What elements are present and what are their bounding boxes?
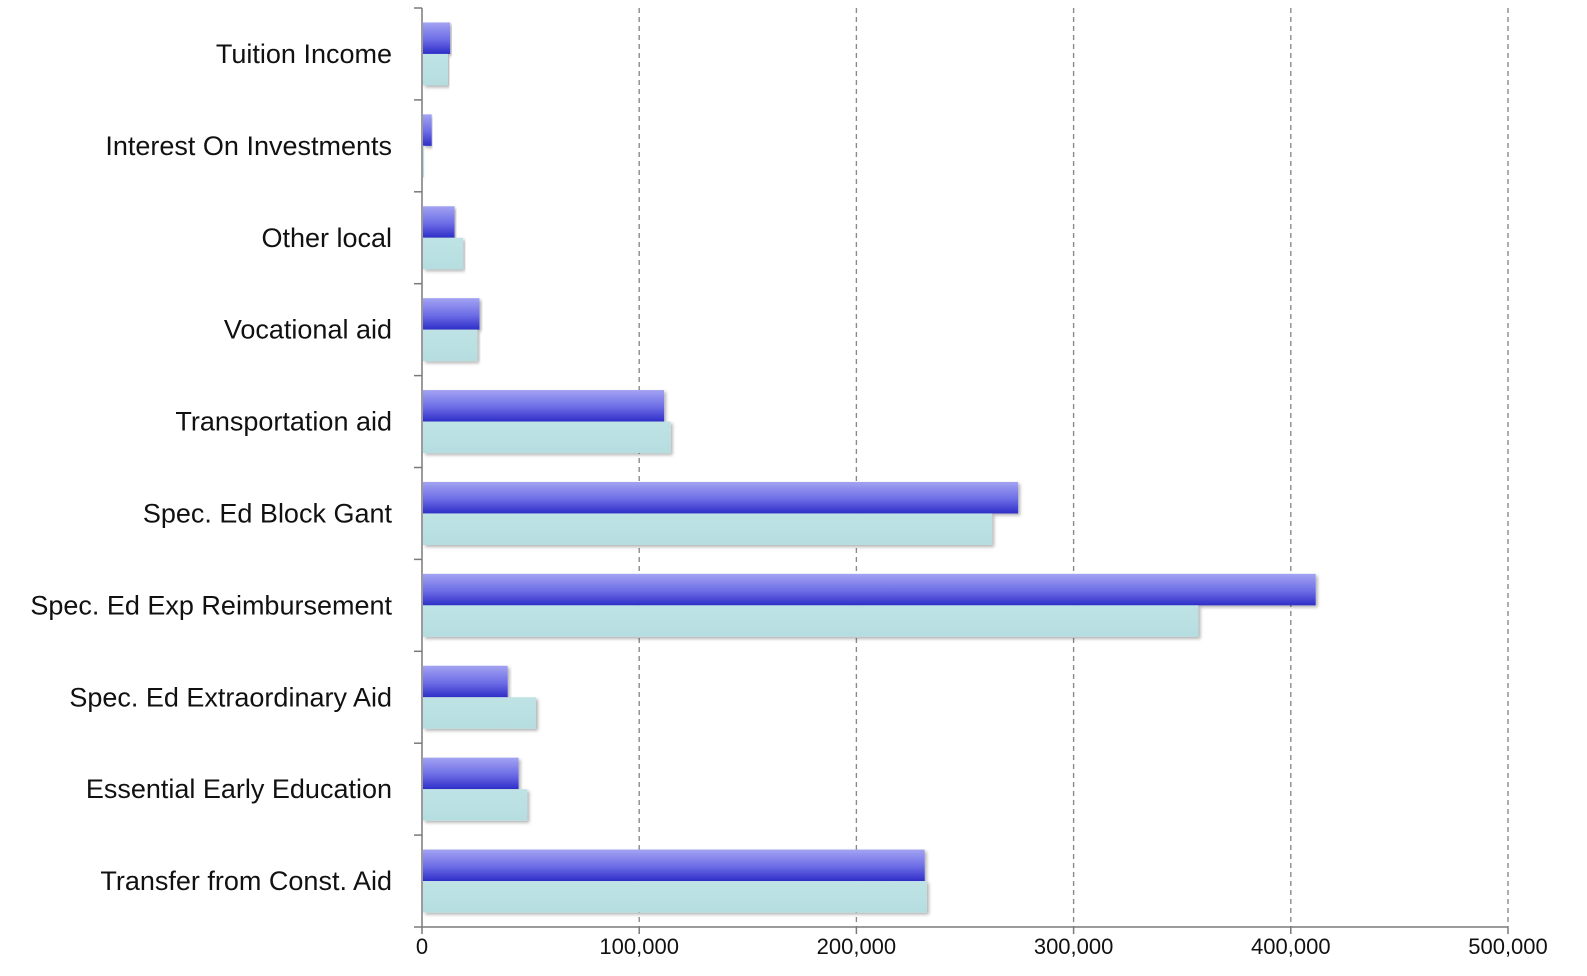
- x-tick-label-3: 300,000: [1034, 934, 1114, 959]
- bar-series1-5: [423, 390, 665, 422]
- bars: [423, 22, 1316, 913]
- bar-series2-6: [423, 513, 993, 545]
- gridlines: [638, 8, 1509, 927]
- bar-series1-7: [423, 573, 1316, 606]
- x-tick-labels: 0 100,000 200,000 300,000 400,000 500,000: [416, 934, 1548, 959]
- category-label-3: Other local: [261, 223, 392, 253]
- category-label-1: Tuition Income: [216, 39, 392, 69]
- bar-series2-10: [423, 881, 927, 913]
- bar-series1-1: [423, 22, 451, 54]
- category-label-5: Transportation aid: [175, 407, 392, 437]
- bar-series1-8: [423, 665, 508, 698]
- bar-series1-2: [423, 114, 432, 146]
- bar-series2-9: [423, 789, 528, 821]
- category-label-2: Interest On Investments: [105, 131, 392, 161]
- category-label-6: Spec. Ed Block Gant: [143, 498, 393, 528]
- bar-series1-6: [423, 481, 1019, 514]
- x-tick-label-0: 0: [416, 934, 428, 959]
- bar-series2-8: [423, 697, 536, 729]
- bar-series2-2: [423, 145, 425, 178]
- category-label-8: Spec. Ed Extraordinary Aid: [69, 682, 392, 712]
- bar-series2-4: [423, 329, 478, 362]
- bar-series1-4: [423, 298, 480, 330]
- category-label-9: Essential Early Education: [86, 774, 392, 804]
- bar-series2-5: [423, 421, 671, 454]
- bar-series1-3: [423, 206, 455, 238]
- axes: [414, 7, 1509, 934]
- x-tick-label-5: 500,000: [1468, 934, 1548, 959]
- x-tick-label-4: 400,000: [1251, 934, 1331, 959]
- category-labels: Tuition Income Interest On Investments Oth…: [30, 39, 392, 896]
- bar-series2-1: [423, 53, 448, 86]
- x-tick-label-2: 200,000: [817, 934, 897, 959]
- bar-series2-3: [423, 237, 464, 270]
- x-tick-label-1: 100,000: [599, 934, 679, 959]
- category-label-10: Transfer from Const. Aid: [100, 866, 392, 896]
- bar-series1-10: [423, 849, 925, 882]
- category-label-7: Spec. Ed Exp Reimbursement: [30, 590, 392, 620]
- bar-series2-7: [423, 605, 1199, 637]
- bar-series1-9: [423, 757, 519, 790]
- category-label-4: Vocational aid: [224, 315, 392, 345]
